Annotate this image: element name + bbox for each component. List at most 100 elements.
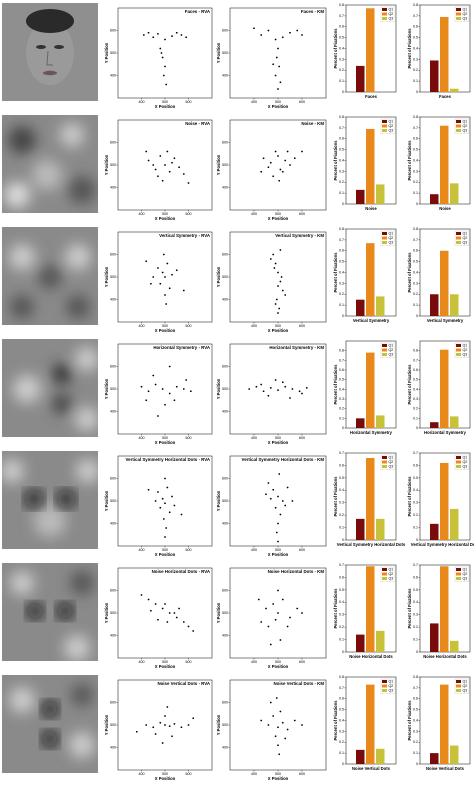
chart-title: Noise Vertical Dots - RVA xyxy=(157,681,210,686)
point xyxy=(175,269,178,272)
bar xyxy=(356,634,365,652)
bar xyxy=(450,508,459,540)
legend-swatch xyxy=(382,12,387,16)
chart-title: Horizontal Symmetry - KM xyxy=(269,345,324,350)
point xyxy=(182,289,185,292)
y-tick-label: 0.2 xyxy=(339,513,344,517)
y-tick-label: 0.3 xyxy=(339,57,344,61)
y-tick-label: 0 xyxy=(416,314,418,318)
x-tick-label: 500 xyxy=(162,772,168,776)
y-tick-label: 0.1 xyxy=(339,526,344,530)
y-tick-label: 0.3 xyxy=(413,729,418,733)
legend-label: Q1 xyxy=(463,120,468,124)
y-tick-label: 500 xyxy=(110,499,116,503)
x-tick-label: 600 xyxy=(186,660,192,664)
x-axis-label: X Position xyxy=(155,216,176,221)
point xyxy=(274,74,277,77)
bar xyxy=(430,753,439,764)
point xyxy=(277,522,279,525)
bar xyxy=(440,250,449,316)
chart-title: Vertical Symmetry Horizontal Dots - KM xyxy=(242,457,325,462)
legend-label: Q2 xyxy=(389,460,394,464)
bar xyxy=(356,518,365,540)
point xyxy=(301,34,303,36)
y-tick-label: 500 xyxy=(222,275,228,279)
x-tick-label: Horizontal Symmetry xyxy=(424,430,467,435)
x-tick-label: 600 xyxy=(299,212,305,216)
legend-swatch xyxy=(456,684,461,688)
bar xyxy=(430,523,439,540)
point xyxy=(182,173,185,175)
point xyxy=(286,150,289,153)
y-axis-label: Percent of Fixations xyxy=(407,140,412,181)
point xyxy=(175,385,178,388)
point xyxy=(160,52,163,54)
bar xyxy=(430,60,439,92)
point xyxy=(150,609,152,612)
point xyxy=(171,273,173,276)
stimulus-noise-horizontal-dots xyxy=(2,563,98,661)
point xyxy=(272,603,275,605)
y-axis-label: Y Position xyxy=(104,602,109,623)
y-tick-label: 400 xyxy=(110,409,116,413)
point xyxy=(293,157,296,160)
y-tick-label: 600 xyxy=(110,252,116,256)
point xyxy=(274,735,277,738)
point xyxy=(162,518,165,520)
y-tick-label: 600 xyxy=(222,588,228,592)
y-tick-label: 0.4 xyxy=(339,387,344,391)
x-tick-label: 500 xyxy=(275,324,281,328)
point xyxy=(255,385,258,388)
y-tick-label: 0.3 xyxy=(339,397,344,401)
y-tick-label: 0.2 xyxy=(413,740,418,744)
point xyxy=(275,531,278,534)
point xyxy=(272,63,275,66)
y-tick-label: 0.4 xyxy=(413,387,418,391)
y-tick-label: 0.8 xyxy=(339,675,344,679)
y-tick-label: 0.5 xyxy=(413,148,418,152)
x-tick-label: Noise Horizontal Dots xyxy=(349,654,393,659)
y-axis-label: Y Position xyxy=(104,378,109,399)
x-tick-label: 500 xyxy=(162,548,168,552)
point xyxy=(281,500,284,502)
point xyxy=(262,157,265,160)
point xyxy=(157,32,159,35)
x-axis-label: X Position xyxy=(155,440,176,445)
point xyxy=(175,616,178,619)
legend-swatch xyxy=(382,241,387,244)
x-tick-label: 500 xyxy=(275,100,281,104)
y-tick-label: 0.8 xyxy=(413,675,418,679)
chart-title: Vertical Symmetry - RVA xyxy=(159,233,211,238)
point xyxy=(269,701,272,704)
bar xyxy=(440,125,449,204)
stimulus-face xyxy=(2,3,98,101)
y-tick-label: 0.6 xyxy=(413,25,418,29)
point xyxy=(274,150,277,153)
x-axis-label: X Position xyxy=(268,216,289,221)
y-tick-label: 0.6 xyxy=(413,575,418,579)
point xyxy=(272,175,275,178)
point xyxy=(267,724,270,726)
y-tick-label: 400 xyxy=(222,745,228,749)
y-tick-label: 600 xyxy=(110,588,116,592)
point xyxy=(161,497,164,500)
point xyxy=(279,513,282,516)
point xyxy=(154,383,157,386)
chart-title: Noise Vertical Dots - KM xyxy=(273,681,324,686)
point xyxy=(164,536,166,538)
y-tick-label: 0.3 xyxy=(413,57,418,61)
y-tick-label: 0.1 xyxy=(413,638,418,642)
legend-swatch xyxy=(382,236,387,240)
x-tick-label: 600 xyxy=(299,548,305,552)
y-tick-label: 0.6 xyxy=(339,25,344,29)
point xyxy=(175,31,178,34)
x-tick-label: Noise Vertical Dots xyxy=(352,766,391,771)
y-tick-label: 0.7 xyxy=(339,238,344,242)
y-tick-label: 500 xyxy=(110,387,116,391)
point xyxy=(164,38,166,41)
point xyxy=(173,722,176,725)
legend-label: Q2 xyxy=(389,236,394,240)
point xyxy=(154,603,157,605)
y-tick-label: 0.5 xyxy=(413,476,418,480)
point xyxy=(147,159,150,162)
